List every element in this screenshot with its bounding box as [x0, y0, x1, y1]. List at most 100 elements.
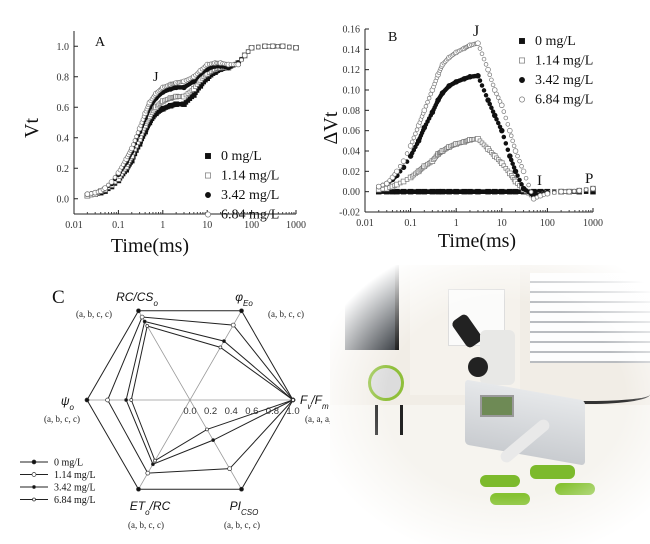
r-tick-label: 0.0 — [183, 406, 196, 417]
radar-point — [153, 458, 157, 463]
data-point — [503, 141, 509, 146]
radar-point — [227, 466, 233, 472]
radar-axis-label: ψo — [61, 394, 75, 412]
instrument-photo — [330, 265, 650, 544]
legend-marker — [205, 211, 211, 218]
radar-axis — [138, 310, 242, 490]
data-point — [483, 62, 489, 67]
y-tick-label: 0.12 — [343, 65, 361, 76]
label-subscript: o — [145, 508, 150, 517]
legend-marker — [31, 459, 37, 465]
data-point — [510, 161, 515, 166]
radar-point — [145, 470, 151, 476]
radar-axis-label: Fv/Fm — [300, 393, 329, 411]
data-point — [477, 78, 483, 83]
x-tick-label: 100 — [540, 218, 555, 229]
legend-label: 1.14 mg/L — [221, 169, 279, 184]
label-text: ψ — [61, 394, 70, 408]
data-point — [544, 190, 551, 197]
data-point — [517, 158, 522, 164]
data-point — [515, 173, 520, 178]
data-point — [494, 91, 499, 97]
radar-axis-label: ETo/RC — [130, 499, 171, 517]
data-point — [475, 40, 481, 46]
data-point — [479, 51, 485, 57]
data-point — [528, 189, 534, 195]
data-point — [84, 191, 91, 197]
significance-letters: (a, a, a, a) — [305, 414, 340, 424]
legend-label: 6.84 mg/L — [221, 208, 279, 223]
data-point — [407, 143, 414, 149]
legend-label: 3.42 mg/L — [535, 73, 593, 88]
significance-letters: (a, b, c, c) — [224, 520, 260, 530]
data-point — [287, 44, 292, 50]
radar-polygon — [107, 316, 294, 474]
data-point — [499, 102, 505, 108]
data-point — [515, 153, 520, 159]
label-text: F — [300, 393, 308, 407]
data-point — [509, 133, 514, 139]
data-point — [112, 175, 118, 180]
data-point — [491, 112, 498, 119]
series-6-84-mg-L — [375, 40, 596, 202]
data-point — [414, 127, 420, 132]
label-text: /F — [310, 393, 322, 407]
data-point — [511, 143, 517, 149]
data-point — [494, 116, 499, 122]
data-point — [477, 46, 483, 51]
r-tick-label: 1.0 — [286, 406, 299, 417]
data-point — [404, 151, 410, 156]
data-point — [475, 73, 481, 79]
data-point — [523, 175, 529, 181]
y-tick-label: 0.8 — [57, 72, 70, 83]
data-point — [400, 158, 407, 164]
radar-point — [142, 319, 147, 324]
data-point — [426, 95, 432, 101]
data-point — [428, 91, 434, 97]
data-point — [505, 147, 511, 152]
r-tick-label: 0.8 — [266, 406, 279, 417]
data-point — [248, 45, 255, 51]
label-text: /RC — [149, 499, 171, 513]
data-point — [241, 52, 248, 59]
r-tick-label: 0.4 — [225, 406, 238, 417]
data-point — [293, 45, 299, 51]
data-point — [503, 115, 509, 121]
x-axis-title: Time(ms) — [438, 230, 516, 252]
data-point — [509, 157, 514, 163]
data-point — [487, 72, 492, 77]
annotation-i: I — [537, 173, 542, 189]
label-text: ET — [130, 499, 147, 513]
y-axis-title: ΔVt — [320, 111, 342, 144]
label-text: φ — [235, 290, 243, 304]
significance-letters: (a, b, c, c) — [44, 414, 80, 424]
legend-label: 0 mg/L — [221, 149, 262, 164]
radar-point — [139, 314, 145, 320]
radar-point — [136, 486, 141, 492]
data-point — [491, 87, 498, 93]
data-point — [394, 168, 400, 175]
radar-point — [136, 308, 141, 314]
radar-series-6-84-mg-L — [129, 324, 295, 463]
data-point — [409, 139, 415, 145]
radar-point — [129, 398, 134, 402]
data-point — [505, 122, 511, 127]
data-point — [583, 187, 589, 192]
data-point — [501, 134, 507, 140]
legend-label: 6.84 mg/L — [54, 495, 96, 506]
data-point — [507, 127, 513, 134]
data-point — [566, 188, 572, 195]
y-tick-label: 0.6 — [57, 103, 70, 114]
data-point — [279, 43, 286, 49]
r-tick-label: 0.2 — [204, 406, 217, 417]
x-tick-label: 1000 — [286, 220, 306, 231]
x-tick-label: 10 — [497, 218, 507, 229]
legend-label: 3.42 mg/L — [54, 483, 96, 494]
panel-b-delta-vt-curve: 0.01 0.1 1 10 100 1000 -0.02 0.00 0.02 0.04 0.06 0.… — [320, 23, 603, 252]
data-point — [519, 164, 524, 169]
x-tick-label: 10 — [202, 220, 212, 231]
legend-label: 1.14 mg/L — [54, 470, 96, 481]
radar-point — [145, 324, 150, 328]
data-point — [499, 127, 505, 134]
